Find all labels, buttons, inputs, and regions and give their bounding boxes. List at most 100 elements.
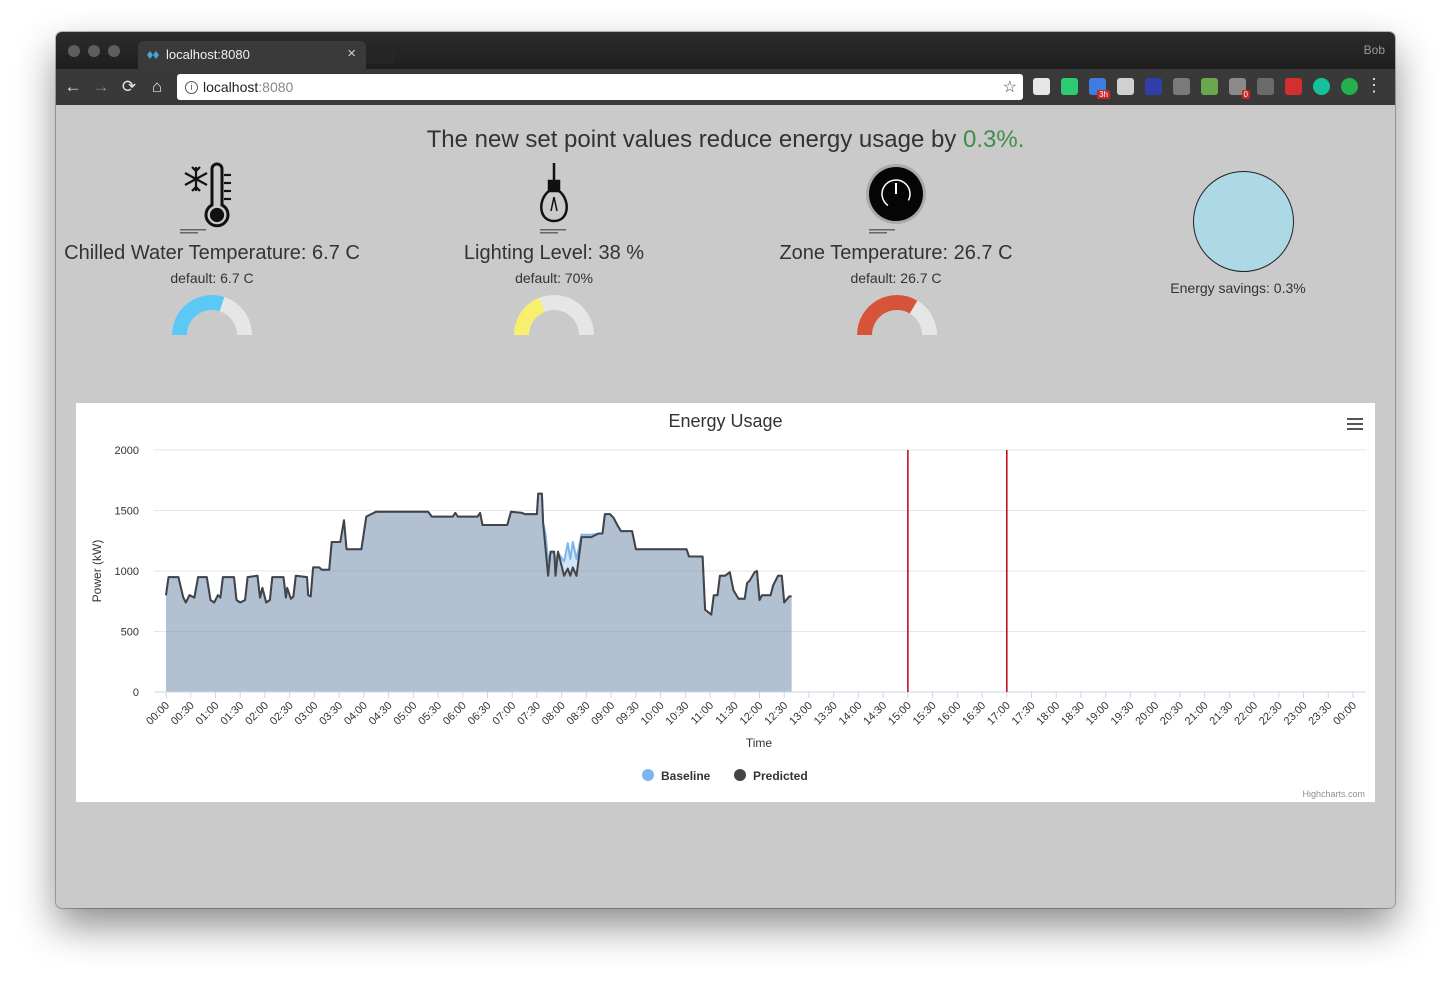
- lighting-gauge-fill: [514, 297, 545, 335]
- x-tick-label: 18:30: [1059, 700, 1087, 728]
- x-tick-label: 20:30: [1158, 700, 1186, 728]
- x-tick-label: 23:30: [1306, 700, 1334, 728]
- predicted-area: [166, 493, 792, 692]
- x-tick-label: 08:30: [565, 700, 593, 728]
- legend-label-predicted[interactable]: Predicted: [753, 769, 808, 783]
- x-tick-label: 03:00: [293, 700, 321, 728]
- reload-icon[interactable]: ⟳: [121, 77, 137, 96]
- browser-window: localhost:8080 × Bob ← → ⟳ ⌂ i localhost…: [56, 32, 1395, 908]
- x-tick-label: 15:00: [886, 700, 914, 728]
- cast-extension-icon[interactable]: [1173, 78, 1190, 95]
- x-tick-label: 12:30: [762, 700, 790, 728]
- x-tick-label: 15:30: [911, 700, 939, 728]
- info-icon[interactable]: i: [185, 81, 198, 94]
- address-bar[interactable]: i localhost:8080 ☆: [177, 74, 1023, 100]
- chart-title: Energy Usage: [668, 411, 783, 431]
- y-tick-label: 1500: [115, 506, 139, 518]
- x-tick-label: 07:30: [515, 700, 543, 728]
- legend-label-baseline[interactable]: Baseline: [661, 769, 711, 783]
- x-tick-label: 23:00: [1282, 700, 1310, 728]
- close-window-button[interactable]: [68, 45, 80, 57]
- x-tick-label: 22:00: [1232, 700, 1260, 728]
- x-tick-label: 05:30: [416, 700, 444, 728]
- minimize-window-button[interactable]: [88, 45, 100, 57]
- grammarly-extension-icon[interactable]: [1313, 78, 1330, 95]
- x-tick-label: 14:00: [837, 700, 865, 728]
- x-tick-label: 00:00: [144, 700, 172, 728]
- pocket-extension-icon[interactable]: [1033, 78, 1050, 95]
- calendar-extension-icon[interactable]: 3h: [1089, 78, 1110, 99]
- x-tick-label: 05:00: [391, 700, 419, 728]
- zone-temperature-gauge-fill: [857, 295, 918, 335]
- x-tick-label: 01:00: [194, 700, 222, 728]
- url-text[interactable]: localhost:8080: [203, 79, 293, 95]
- calculator-extension-icon[interactable]: [1117, 78, 1134, 95]
- x-tick-label: 04:00: [342, 700, 370, 728]
- sheets-extension-icon[interactable]: [1061, 78, 1078, 95]
- new-tab-button[interactable]: [365, 50, 399, 64]
- home-icon[interactable]: ⌂: [151, 77, 163, 96]
- y-tick-label: 1000: [115, 566, 139, 578]
- profile-name[interactable]: Bob: [1363, 43, 1385, 57]
- chilled-water-metric: Chilled Water Temperature: 6.7 C default…: [56, 159, 368, 339]
- x-tick-label: 22:30: [1257, 700, 1285, 728]
- x-tick-label: 12:00: [738, 700, 766, 728]
- x-tick-label: 07:00: [490, 700, 518, 728]
- x-tick-label: 10:00: [639, 700, 667, 728]
- x-tick-label: 11:30: [714, 700, 741, 727]
- url-port: :8080: [258, 79, 294, 95]
- x-tick-label: 03:30: [317, 700, 345, 728]
- predicted-line: [165, 492, 792, 616]
- recycle-extension-icon[interactable]: [1257, 78, 1274, 95]
- lighting-default: default: 70%: [515, 270, 593, 286]
- lastpass-extension-icon[interactable]: [1285, 78, 1302, 95]
- tab-close-icon[interactable]: ×: [347, 45, 356, 62]
- light-bulb-icon: [540, 163, 568, 234]
- x-tick-label: 16:00: [936, 700, 964, 728]
- lighting-label: Lighting Level: 38 %: [463, 242, 645, 264]
- x-tick-label: 19:00: [1084, 700, 1112, 728]
- bookmark-star-icon[interactable]: ☆: [1002, 79, 1017, 96]
- lock-extension-icon[interactable]: 0: [1229, 78, 1250, 99]
- lighting-metric: Lighting Level: 38 % default: 70%: [396, 159, 712, 339]
- k-extension-icon[interactable]: [1145, 78, 1162, 95]
- tab-title: localhost:8080: [166, 47, 250, 62]
- x-tick-label: 02:00: [243, 700, 271, 728]
- tab-localhost[interactable]: localhost:8080 ×: [138, 41, 366, 69]
- forward-arrow-icon[interactable]: →: [92, 77, 110, 96]
- zone-temperature-gauge: [857, 295, 937, 335]
- url-host: localhost: [203, 79, 259, 95]
- x-tick-label: 18:00: [1034, 700, 1062, 728]
- x-tick-label: 21:00: [1183, 700, 1211, 728]
- energy-usage-chart: Energy Usage 0 500 1000 1500 2000 Power (kW) 0…: [76, 403, 1375, 802]
- zoom-window-button[interactable]: [108, 45, 120, 57]
- thermostat-dial-icon: [866, 164, 926, 234]
- x-tick-label: 08:00: [540, 700, 568, 728]
- page-headline: The new set point values reduce energy u…: [56, 126, 1395, 154]
- y-axis-title: Power (kW): [90, 540, 104, 603]
- calendar-extension-badge: 3h: [1097, 90, 1110, 99]
- back-arrow-icon[interactable]: ←: [64, 77, 82, 96]
- y-tick-label: 500: [121, 627, 139, 639]
- chart-menu-icon[interactable]: [1347, 418, 1363, 433]
- x-tick-label: 11:00: [689, 700, 716, 727]
- x-tick-label: 06:00: [441, 700, 469, 728]
- page-content: The new set point values reduce energy u…: [56, 105, 1395, 908]
- x-tick-label: 10:30: [663, 700, 691, 728]
- x-tick-label: 17:30: [1010, 700, 1038, 728]
- legend-marker-predicted: [734, 769, 746, 781]
- x-tick-label: 13:30: [812, 700, 840, 728]
- evernote-extension-icon[interactable]: [1341, 78, 1358, 95]
- chilled-water-gauge: [172, 295, 252, 335]
- x-tick-label: 19:30: [1109, 700, 1137, 728]
- x-tick-label: 17:00: [985, 700, 1013, 728]
- chart-credit[interactable]: Highcharts.com: [1302, 789, 1365, 799]
- legend-marker-baseline: [642, 769, 654, 781]
- y-tick-label: 0: [133, 687, 139, 699]
- lock-extension-badge: 0: [1241, 90, 1250, 99]
- chilled-water-label: Chilled Water Temperature: 6.7 C: [64, 242, 360, 264]
- browser-menu-icon[interactable]: ⋮: [1365, 75, 1383, 95]
- puzzle-extension-icon[interactable]: [1201, 78, 1218, 95]
- headline-text: The new set point values reduce energy u…: [426, 126, 963, 153]
